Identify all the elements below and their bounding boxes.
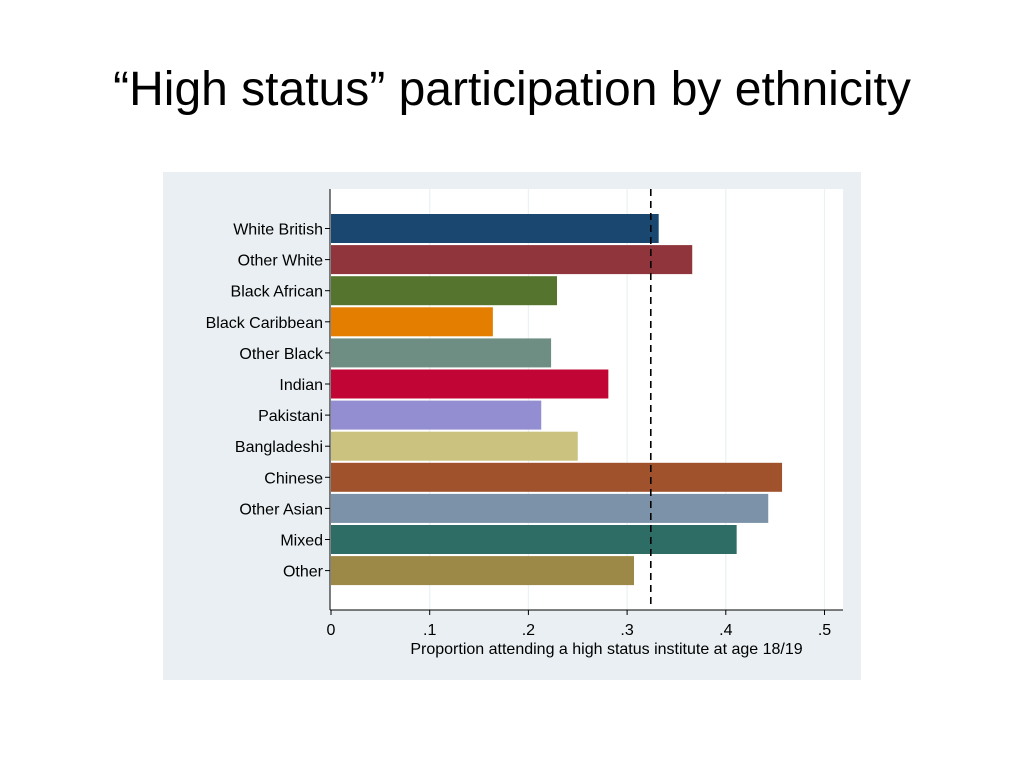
bars	[331, 214, 783, 586]
category-label: Other Asian	[239, 501, 323, 518]
bar	[331, 276, 558, 306]
x-axis-title: Proportion attending a high status insti…	[410, 641, 802, 658]
bar	[331, 338, 552, 368]
bar	[331, 307, 493, 337]
bar-chart: White British Other White Black African Bla…	[206, 189, 843, 658]
category-label: Bangladeshi	[235, 439, 323, 456]
x-tick-labels: 0 .1 .2 .3 .4 .5	[327, 622, 832, 639]
bar	[331, 400, 542, 430]
bar	[331, 462, 783, 492]
bar	[331, 525, 737, 554]
category-label: Other	[283, 564, 324, 581]
category-labels: White British Other White Black African Bla…	[206, 222, 324, 581]
x-tick-label: .1	[423, 622, 436, 639]
x-tick-label: 0	[327, 622, 336, 639]
x-tick-label: .3	[620, 622, 633, 639]
category-label: Indian	[279, 377, 323, 394]
x-tick-label: .5	[818, 622, 831, 639]
axes	[325, 189, 843, 615]
bar	[331, 431, 578, 461]
x-tick-label: .2	[522, 622, 535, 639]
bar	[331, 369, 609, 399]
slide-title: “High status” participation by ethnicity	[113, 63, 911, 116]
bar	[331, 214, 659, 243]
x-tick-label: .4	[719, 622, 732, 639]
category-label: Other White	[238, 253, 323, 270]
category-label: Pakistani	[258, 408, 323, 425]
chart-panel: White British Other White Black African Bla…	[163, 172, 861, 680]
bar	[331, 493, 769, 523]
bar	[331, 556, 635, 586]
bar	[331, 245, 693, 275]
category-label: Other Black	[239, 346, 324, 363]
category-label: White British	[233, 222, 323, 239]
category-label: Black Caribbean	[206, 315, 323, 332]
category-label: Chinese	[264, 470, 323, 487]
category-label: Mixed	[280, 533, 323, 550]
category-label: Black African	[231, 284, 323, 301]
